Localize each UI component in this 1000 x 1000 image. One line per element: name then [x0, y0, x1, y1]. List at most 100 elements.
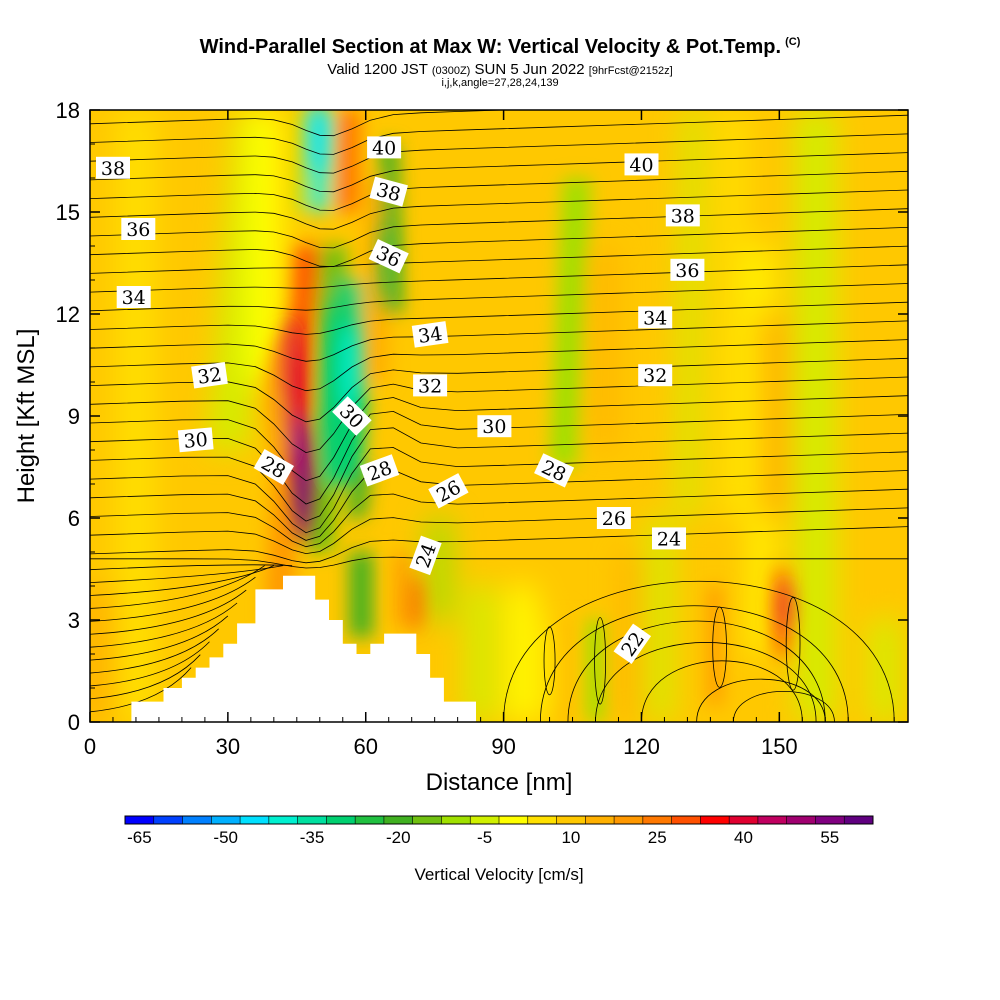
x-tick-label: 150 — [761, 734, 798, 759]
isentrope-line — [90, 602, 238, 648]
colorbar-swatch — [125, 816, 155, 824]
theta-label-box — [477, 415, 512, 438]
theta-label-13: 30 — [477, 415, 512, 438]
theta-label-box — [652, 527, 686, 550]
isentrope-line — [90, 133, 908, 174]
y-tick-label: 18 — [56, 98, 80, 123]
colorbar-swatch — [297, 816, 327, 824]
theta-label-box — [624, 153, 659, 176]
isentrope-line — [90, 114, 908, 155]
theta-label-box — [596, 507, 631, 529]
velocity-band — [719, 110, 748, 518]
theta-label-box — [253, 448, 295, 486]
isentrope-line — [90, 301, 908, 335]
theta-label-box — [409, 535, 442, 576]
isentrope-loop — [785, 597, 801, 691]
velocity-band — [466, 586, 495, 722]
chart-title: Wind-Parallel Section at Max W: Vertical… — [0, 36, 1000, 59]
colorbar-tick-label: 55 — [820, 828, 839, 847]
colorbar-swatch — [844, 816, 874, 824]
velocity-band — [871, 620, 899, 722]
colorbar-swatch — [527, 816, 557, 824]
velocity-band — [797, 110, 835, 722]
theta-label-0: 38 — [96, 156, 130, 180]
velocity-band — [117, 110, 155, 722]
isentrope-line — [90, 447, 908, 534]
isentrope-line — [595, 642, 817, 722]
valid-utc: (0300Z) — [431, 65, 471, 77]
colorbar-tick-label: -20 — [386, 828, 411, 847]
colorbar-swatch — [211, 816, 241, 824]
isentrope-line — [90, 170, 908, 211]
colorbar-swatch — [383, 816, 414, 824]
theta-label-22: 36 — [670, 258, 705, 282]
colorbar-swatch — [182, 816, 212, 824]
theta-label-box — [369, 176, 408, 207]
velocity-band — [246, 110, 284, 382]
x-tick-label: 60 — [353, 734, 377, 759]
colorbar-swatch — [441, 816, 471, 824]
colorbar-swatch — [355, 816, 385, 824]
theta-label-7: 38 — [369, 176, 408, 207]
theta-label-text: 36 — [675, 260, 699, 282]
isentrope-line — [90, 488, 908, 548]
colorbar-swatch — [470, 816, 500, 824]
isentrope-line — [503, 580, 895, 722]
theta-label-9: 34 — [411, 321, 449, 348]
colorbar-swatch — [700, 816, 730, 824]
isentrope-line — [90, 208, 908, 249]
colorbar-tick-label: -65 — [127, 828, 152, 847]
theta-label-text: 30 — [482, 416, 506, 438]
theta-label-text: 24 — [657, 528, 681, 550]
velocity-core — [298, 477, 309, 525]
theta-label-3: 32 — [191, 361, 228, 389]
theta-label-text: 30 — [183, 429, 209, 453]
theta-label-text: 36 — [126, 219, 150, 241]
theta-label-1: 36 — [121, 218, 156, 241]
velocity-band — [349, 552, 373, 637]
velocity-band — [90, 586, 116, 722]
theta-label-23: 34 — [638, 306, 673, 329]
isentrope-line — [90, 641, 210, 687]
velocity-band — [395, 552, 410, 627]
isentrope-line — [90, 339, 908, 392]
theta-label-box — [367, 136, 402, 159]
theta-label-text: 32 — [196, 364, 223, 389]
isentrope-loop — [543, 626, 556, 696]
colorbar-swatch — [757, 816, 788, 824]
terrain-polygon — [90, 575, 908, 722]
theta-label-10: 32 — [413, 374, 448, 397]
colorbar-swatch — [729, 816, 759, 824]
theta-label-text: 34 — [643, 307, 667, 329]
theta-label-box — [613, 623, 652, 665]
colorbar-tick-label: -35 — [300, 828, 325, 847]
vertical-velocity-field — [90, 110, 908, 722]
theta-label-text: 38 — [671, 205, 695, 227]
colorbar-swatch — [585, 816, 615, 824]
y-tick-label: 3 — [68, 608, 80, 633]
isentrope-line — [90, 283, 908, 312]
velocity-band — [763, 314, 778, 518]
theta-label-box — [670, 258, 705, 281]
isentrope-line — [90, 615, 229, 661]
valid-time-line: Valid 1200 JST (0300Z) SUN 5 Jun 2022 [9… — [0, 61, 1000, 78]
theta-label-box — [638, 364, 673, 387]
isentrope-line — [90, 576, 256, 622]
colorbar-tick-label: 40 — [734, 828, 753, 847]
x-axis-title: Distance [nm] — [426, 769, 573, 796]
forecast-info: [9hrFcst@2152z] — [588, 65, 673, 77]
theta-label-text: 40 — [629, 154, 653, 176]
theta-label-17: 26 — [596, 507, 631, 530]
y-tick-label: 12 — [56, 302, 80, 327]
isentrope-line — [90, 565, 274, 596]
velocity-band — [294, 110, 313, 212]
velocity-core — [311, 110, 324, 176]
theta-label-18: 24 — [652, 527, 686, 550]
isentrope-line — [90, 589, 247, 635]
y-tick-label: 6 — [68, 506, 80, 531]
isentrope-line — [90, 189, 908, 230]
colorbar-tick-label: 10 — [561, 828, 580, 847]
theta-label-text: 26 — [602, 508, 626, 530]
isentrope-line — [90, 556, 908, 569]
